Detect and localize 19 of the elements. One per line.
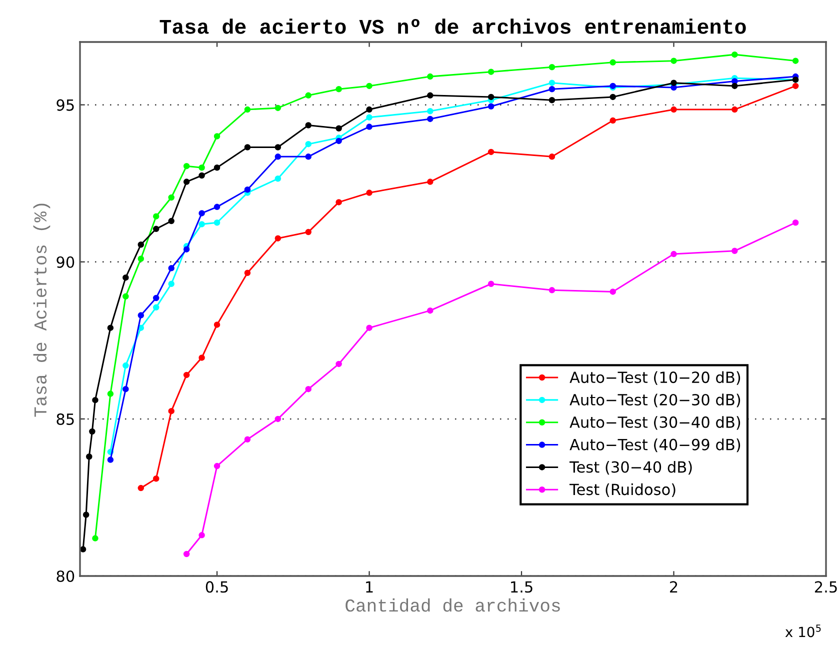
y-axis-title: Tasa de Aciertos (%): [33, 204, 50, 417]
x-axis-title: Cantidad de archivos: [346, 598, 560, 612]
y-tick-label: 90: [56, 256, 74, 268]
legend-label: Test (30−40 dB): [569, 460, 692, 475]
legend-label: Auto−Test (10−20 dB): [570, 371, 740, 385]
chart-title: Tasa de acierto VS nº de archivos entrenamiento: [160, 18, 746, 34]
x-tick-label: 2: [670, 581, 678, 592]
y-tick-label: 80: [56, 570, 74, 582]
legend-label: Auto−Test (40−99 dB): [570, 438, 740, 452]
x-tick-label: 0.5: [206, 581, 228, 593]
legend-label: Auto−Test (30−40 dB): [570, 416, 740, 430]
y-tick-label: 95: [56, 99, 74, 111]
y-tick-label: 85: [56, 413, 74, 425]
x-tick-label: 1.5: [511, 581, 532, 593]
x-tick-label: 1: [366, 581, 373, 592]
x-tick-label: 2.5: [814, 581, 837, 593]
text: x 10$^{5}$: [785, 624, 821, 638]
legend-label: Auto−Test (20−30 dB): [570, 394, 740, 408]
legend-label: Test (Ruidoso): [569, 483, 676, 498]
